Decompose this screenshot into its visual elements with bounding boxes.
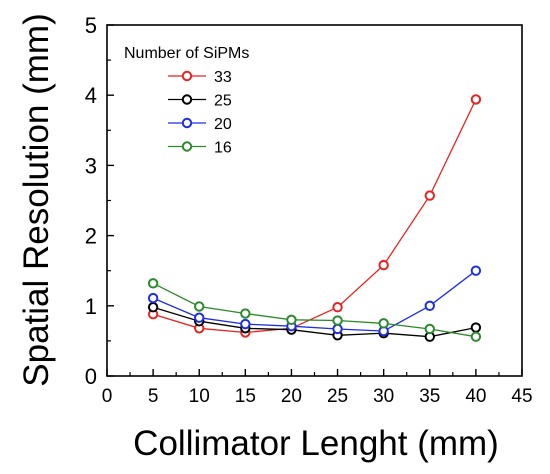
series-layer	[147, 94, 482, 342]
x-tick-label: 40	[465, 386, 486, 407]
y-tick-label: 2	[85, 224, 97, 249]
y-axis-label: Spatial Resolution (mm)	[17, 13, 56, 386]
x-tick-label: 10	[189, 386, 210, 407]
data-point	[470, 265, 482, 276]
data-point	[147, 292, 159, 304]
data-point	[332, 315, 343, 326]
plot-frame	[106, 24, 523, 377]
data-point	[240, 308, 251, 319]
data-point	[194, 312, 205, 323]
legend-label: 20	[214, 116, 232, 133]
legend-label: 33	[214, 69, 232, 86]
y-tick-label: 4	[85, 83, 97, 108]
x-tick-label: 45	[511, 386, 532, 407]
series-line	[152, 306, 477, 338]
data-point	[194, 301, 205, 312]
x-tick-label: 25	[327, 386, 348, 407]
data-point	[147, 278, 159, 289]
series-20	[147, 265, 482, 337]
data-point	[332, 323, 343, 335]
series-line	[152, 270, 477, 332]
x-axis-label: Collimator Lenght (mm)	[133, 424, 499, 463]
legend-marker	[181, 94, 193, 105]
data-point	[470, 94, 482, 105]
legend: Number of SiPMs 33 25 20 16	[124, 45, 249, 157]
x-tick-label: 0	[102, 386, 113, 407]
data-point	[424, 323, 435, 335]
series-line	[152, 99, 477, 334]
legend-label: 16	[214, 140, 232, 157]
x-tick-label: 30	[373, 386, 394, 407]
data-point	[470, 331, 482, 342]
series-33	[147, 94, 482, 338]
legend-label: 25	[214, 93, 232, 110]
data-point	[147, 302, 159, 313]
legend-marker	[181, 117, 193, 129]
data-point	[424, 300, 435, 311]
series-16	[147, 278, 482, 342]
data-point	[240, 318, 251, 330]
x-tick-label: 35	[419, 386, 440, 407]
data-point	[378, 318, 389, 329]
y-tick-label: 3	[85, 153, 97, 178]
x-tick-label: 5	[148, 386, 159, 407]
y-tick-label: 0	[85, 364, 97, 389]
legend-marker	[181, 141, 193, 152]
data-point	[332, 302, 343, 313]
x-tick-label: 20	[281, 386, 302, 407]
y-tick-label: 5	[85, 13, 97, 38]
data-point	[286, 314, 297, 326]
data-point	[470, 322, 482, 333]
series-line	[152, 282, 477, 338]
data-point	[378, 259, 389, 271]
data-point	[424, 190, 435, 201]
legend-title: Number of SiPMs	[124, 45, 249, 62]
legend-marker	[181, 70, 193, 82]
y-tick-label: 1	[85, 294, 97, 319]
x-tick-label: 15	[235, 386, 256, 407]
